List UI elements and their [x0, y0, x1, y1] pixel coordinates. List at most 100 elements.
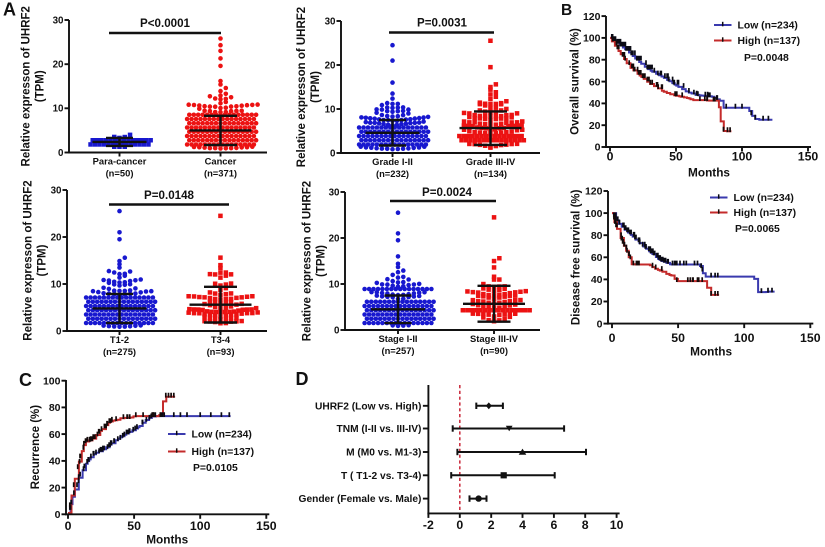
svg-text:40: 40: [591, 274, 603, 286]
svg-text:Overall survival (%): Overall survival (%): [570, 28, 582, 135]
svg-text:80: 80: [591, 230, 603, 242]
svg-text:100: 100: [190, 519, 211, 533]
svg-text:30: 30: [325, 16, 336, 27]
svg-text:150: 150: [256, 519, 277, 533]
svg-text:Months: Months: [688, 166, 730, 180]
svg-text:60: 60: [49, 429, 61, 441]
svg-text:High (n=137): High (n=137): [734, 208, 797, 219]
svg-text:20: 20: [49, 482, 61, 494]
svg-text:0: 0: [456, 518, 463, 532]
svg-text:0: 0: [330, 148, 336, 159]
svg-text:Months: Months: [146, 533, 188, 547]
svg-text:Para-cancer: Para-cancer: [93, 156, 147, 167]
svg-text:120: 120: [583, 11, 601, 23]
svg-text:100: 100: [585, 208, 603, 220]
svg-text:30: 30: [51, 185, 62, 196]
svg-text:-2: -2: [423, 518, 434, 532]
svg-text:20: 20: [591, 296, 603, 308]
svg-text:Low (n=234): Low (n=234): [738, 21, 798, 32]
svg-text:0: 0: [334, 325, 340, 336]
svg-text:High (n=137): High (n=137): [192, 447, 255, 458]
svg-text:40: 40: [589, 98, 601, 110]
svg-text:(TPM): (TPM): [35, 70, 47, 102]
svg-text:30: 30: [329, 187, 340, 198]
svg-text:100: 100: [583, 33, 601, 45]
svg-text:2: 2: [488, 518, 495, 532]
svg-text:10: 10: [329, 279, 340, 290]
svg-text:50: 50: [127, 519, 141, 533]
svg-text:Grade III-IV: Grade III-IV: [466, 156, 516, 167]
svg-text:(TPM): (TPM): [310, 71, 322, 103]
svg-text:20: 20: [325, 60, 336, 71]
svg-text:60: 60: [589, 76, 601, 88]
svg-text:0: 0: [56, 326, 62, 337]
svg-text:10: 10: [610, 518, 624, 532]
svg-text:P=0.0024: P=0.0024: [422, 186, 473, 199]
svg-text:(TPM): (TPM): [316, 245, 328, 277]
svg-text:60: 60: [591, 252, 603, 264]
svg-text:P=0.0148: P=0.0148: [144, 189, 195, 202]
svg-text:(n=257): (n=257): [381, 345, 414, 356]
svg-text:10: 10: [53, 104, 64, 115]
svg-text:50: 50: [671, 331, 685, 345]
svg-text:P=0.0065: P=0.0065: [735, 224, 780, 235]
svg-text:P=0.0105: P=0.0105: [193, 463, 238, 474]
svg-text:A: A: [3, 0, 16, 20]
svg-text:T3-4: T3-4: [211, 334, 231, 345]
svg-text:20: 20: [51, 232, 62, 243]
svg-text:Cancer: Cancer: [205, 156, 237, 167]
svg-text:6: 6: [550, 518, 557, 532]
svg-text:Disease free survival (%): Disease free survival (%): [571, 189, 583, 325]
svg-text:T ( T1-2 vs. T3-4): T ( T1-2 vs. T3-4): [341, 471, 421, 482]
svg-text:Recurrence (%): Recurrence (%): [30, 405, 42, 490]
svg-text:UHRF2 (Low vs. High): UHRF2 (Low vs. High): [315, 401, 421, 412]
svg-text:Relative expresson of UHRF2: Relative expresson of UHRF2: [302, 181, 314, 341]
svg-text:20: 20: [329, 233, 340, 244]
svg-text:(TPM): (TPM): [36, 244, 48, 276]
svg-text:20: 20: [589, 120, 601, 132]
svg-text:(n=90): (n=90): [480, 345, 508, 356]
svg-text:(n=232): (n=232): [376, 168, 409, 179]
svg-text:80: 80: [49, 402, 61, 414]
svg-text:C: C: [19, 370, 32, 390]
svg-text:50: 50: [669, 150, 683, 164]
svg-text:P=0.0031: P=0.0031: [417, 17, 468, 30]
svg-text:100: 100: [43, 375, 61, 387]
svg-text:0: 0: [597, 318, 603, 330]
svg-text:8: 8: [582, 518, 589, 532]
svg-text:0: 0: [65, 519, 72, 533]
svg-text:Relative expresson of UHRF2: Relative expresson of UHRF2: [296, 7, 308, 167]
svg-text:100: 100: [734, 331, 755, 345]
svg-text:(n=134): (n=134): [474, 168, 507, 179]
svg-text:B: B: [561, 2, 572, 19]
svg-text:4: 4: [519, 518, 526, 532]
svg-text:(n=371): (n=371): [204, 168, 237, 179]
svg-text:Relative expresson of UHRF2: Relative expresson of UHRF2: [23, 180, 35, 340]
svg-text:30: 30: [53, 15, 64, 26]
svg-text:TNM (I-II vs. III-IV): TNM (I-II vs. III-IV): [336, 424, 421, 435]
svg-text:0: 0: [58, 148, 64, 159]
svg-text:80: 80: [589, 54, 601, 66]
svg-text:Low (n=234): Low (n=234): [192, 430, 252, 441]
svg-text:T1-2: T1-2: [110, 334, 129, 345]
svg-text:120: 120: [585, 186, 603, 198]
svg-text:P=0.0048: P=0.0048: [744, 53, 789, 64]
svg-text:Stage I-II: Stage I-II: [378, 333, 417, 344]
svg-text:Grade I-II: Grade I-II: [372, 156, 413, 167]
svg-text:D: D: [296, 369, 309, 389]
svg-text:0: 0: [55, 509, 61, 521]
svg-text:Relative expresson of UHRF2: Relative expresson of UHRF2: [21, 6, 33, 166]
svg-text:40: 40: [49, 456, 61, 468]
svg-text:Stage III-IV: Stage III-IV: [470, 333, 519, 344]
svg-text:High (n=137): High (n=137): [738, 36, 801, 47]
svg-text:(n=275): (n=275): [103, 346, 136, 357]
svg-text:Months: Months: [690, 345, 732, 359]
svg-text:0: 0: [607, 150, 614, 164]
svg-text:100: 100: [732, 150, 753, 164]
svg-text:Low (n=234): Low (n=234): [734, 193, 794, 204]
svg-text:Gender (Female vs. Male): Gender (Female vs. Male): [299, 494, 422, 505]
svg-text:150: 150: [798, 150, 819, 164]
svg-text:0: 0: [595, 142, 601, 154]
svg-text:(n=50): (n=50): [106, 168, 134, 179]
svg-text:10: 10: [51, 279, 62, 290]
